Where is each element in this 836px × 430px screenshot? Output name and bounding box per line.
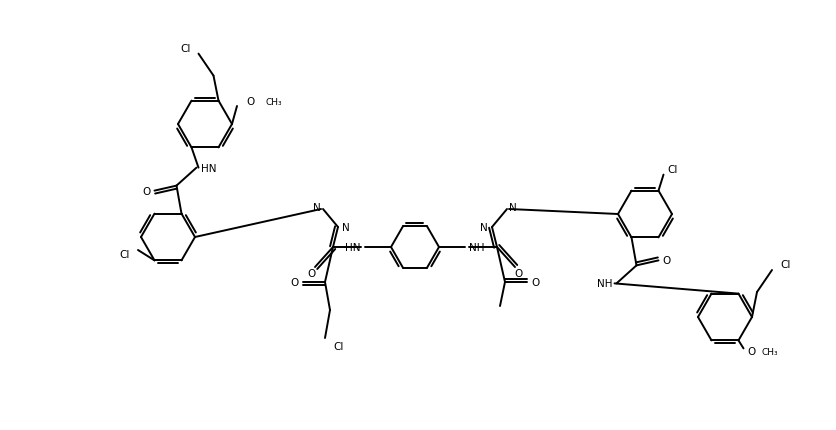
Text: O: O [307, 268, 314, 278]
Text: O: O [747, 347, 755, 356]
Text: N: N [313, 203, 320, 212]
Text: O: O [530, 277, 538, 287]
Text: N: N [508, 203, 517, 212]
Text: O: O [290, 277, 298, 287]
Text: O: O [247, 97, 255, 107]
Text: O: O [514, 268, 522, 278]
Text: NH: NH [468, 243, 484, 252]
Text: NH: NH [596, 279, 612, 289]
Text: HN: HN [345, 243, 360, 252]
Text: N: N [342, 222, 349, 233]
Text: Cl: Cl [666, 164, 677, 174]
Text: CH₃: CH₃ [265, 97, 281, 106]
Text: Cl: Cl [120, 249, 130, 259]
Text: N: N [480, 222, 487, 233]
Text: O: O [662, 256, 670, 266]
Text: O: O [142, 186, 150, 196]
Text: Cl: Cl [180, 43, 191, 53]
Text: CH₃: CH₃ [761, 347, 777, 356]
Text: HN: HN [201, 163, 216, 173]
Text: Cl: Cl [333, 341, 343, 351]
Text: Cl: Cl [779, 259, 789, 269]
